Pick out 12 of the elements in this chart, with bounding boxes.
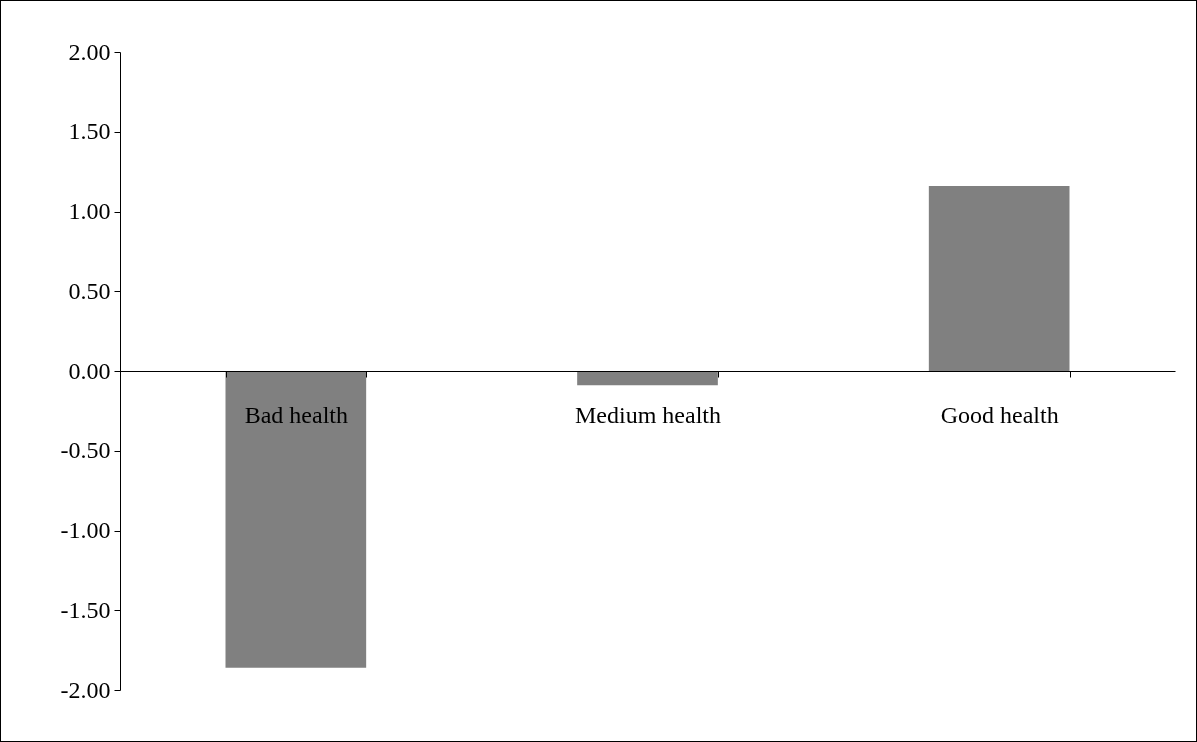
y-tick-label: 2.00 — [68, 38, 111, 65]
x-tick-label: Bad health — [244, 401, 348, 428]
x-tick-label: Good health — [940, 401, 1059, 428]
y-tick-label: 0.50 — [68, 277, 111, 304]
y-tick-label: 0.00 — [68, 357, 111, 384]
y-tick-label: -0.50 — [60, 437, 111, 464]
y-tick-label: 1.50 — [68, 118, 111, 145]
y-tick-label: -1.50 — [60, 596, 111, 623]
x-tick-label: Medium health — [575, 401, 721, 428]
y-tick-label: -1.00 — [60, 517, 111, 543]
y-tick-label: 1.00 — [68, 198, 111, 224]
y-tick-label: -2.00 — [60, 676, 111, 703]
